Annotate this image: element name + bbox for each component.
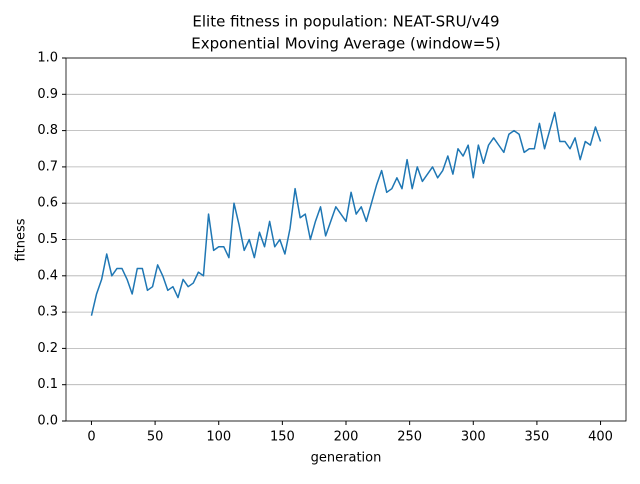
x-tick-label: 300: [461, 430, 486, 445]
x-tick-label: 100: [206, 430, 231, 445]
y-axis-label: fitness: [14, 218, 29, 261]
chart-title: Elite fitness in population: NEAT-SRU/v4…: [192, 13, 499, 31]
y-tick-label: 0.1: [37, 377, 58, 392]
y-tick-label: 1.0: [37, 51, 58, 66]
y-tick-label: 0.2: [37, 341, 58, 356]
y-tick-label: 0.4: [37, 268, 58, 283]
x-axis-label: generation: [311, 451, 382, 466]
x-tick-label: 0: [87, 430, 95, 445]
y-tick-label: 0.6: [37, 196, 58, 211]
data-line: [90, 111, 602, 316]
x-tick-label: 400: [588, 430, 613, 445]
y-tick-label: 0.0: [37, 414, 58, 429]
x-tick-label: 250: [397, 430, 422, 445]
chart-subtitle: Exponential Moving Average (window=5): [191, 35, 501, 53]
y-tick-label: 0.8: [37, 123, 58, 138]
plot-frame: [65, 57, 627, 422]
x-tick-label: 200: [334, 430, 359, 445]
x-tick-label: 150: [270, 430, 295, 445]
y-tick-label: 0.5: [37, 232, 58, 247]
y-tick-label: 0.9: [37, 87, 58, 102]
y-tick-label: 0.3: [37, 305, 58, 320]
y-tick-label: 0.7: [37, 159, 58, 174]
x-tick-label: 50: [147, 430, 164, 445]
x-tick-label: 350: [524, 430, 549, 445]
